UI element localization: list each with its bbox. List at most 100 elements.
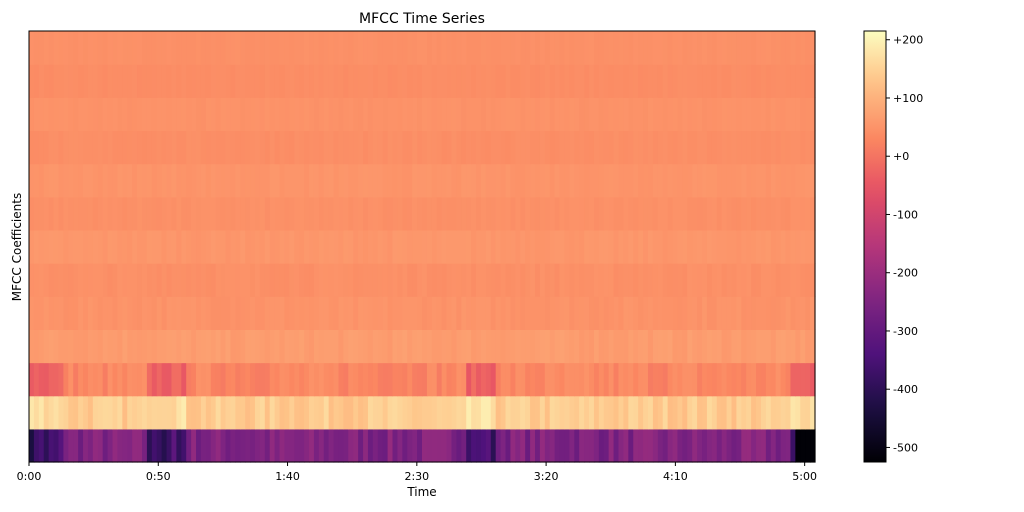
heatmap-cell [736,130,742,165]
heatmap-cell [407,130,413,165]
heatmap-cell [161,263,168,297]
heatmap-cell [43,263,50,297]
heatmap-cell [48,64,55,98]
heatmap-cell [166,31,173,65]
heatmap-cell [181,428,187,463]
heatmap-cell [638,329,644,364]
heatmap-cell [554,296,561,330]
heatmap-cell [544,64,551,98]
heatmap-cell [264,296,271,330]
heatmap-cell [309,229,315,264]
heatmap-cell [417,263,423,297]
heatmap-cell [191,428,197,463]
heatmap-cell [97,196,104,231]
heatmap-cell [520,362,526,397]
heatmap-cell [431,31,438,65]
heatmap-cell [38,428,45,463]
heatmap-cell [220,263,227,297]
heatmap-cell [436,130,443,165]
heatmap-cell [318,428,325,463]
heatmap-cell [402,163,408,198]
heatmap-cell [736,31,742,65]
heatmap-cell [309,196,315,231]
heatmap-cell [451,64,457,98]
heatmap-cell [156,196,163,231]
heatmap-cell [132,97,138,132]
heatmap-cell [78,97,84,132]
heatmap-cell [765,64,772,98]
heatmap-cell [122,428,128,463]
heatmap-cell [461,196,467,231]
heatmap-cell [225,263,232,297]
heatmap-cell [235,163,241,198]
heatmap-cell [63,296,69,330]
heatmap-cell [294,395,300,430]
heatmap-cell [323,329,330,364]
heatmap-cell [436,395,443,430]
heatmap-cell [412,395,418,430]
heatmap-cell [800,229,806,264]
heatmap-cell [353,163,359,198]
heatmap-cell [574,97,580,132]
heatmap-cell [756,64,762,98]
heatmap-cell [692,296,698,330]
heatmap-cell [505,130,512,165]
heatmap-cell [412,362,418,397]
heatmap-cell [48,395,55,430]
heatmap-cell [652,263,659,297]
heatmap-cell [613,296,620,330]
heatmap-cell [692,229,698,264]
heatmap-cell [254,296,261,330]
heatmap-cell [200,64,207,98]
heatmap-cell [117,64,123,98]
heatmap-cell [78,31,84,65]
heatmap-cell [102,229,109,264]
heatmap-cell [412,64,418,98]
heatmap-cell [92,64,99,98]
heatmap-cell [181,263,187,297]
heatmap-cell [63,163,69,198]
heatmap-cell [161,395,168,430]
heatmap-cell [564,64,570,98]
heatmap-cell [485,395,492,430]
heatmap-cell [377,163,384,198]
heatmap-cell [731,263,737,297]
heatmap-cell [205,64,212,98]
heatmap-cell [638,163,644,198]
heatmap-cell [186,97,192,132]
heatmap-cell [33,97,40,132]
heatmap-cell [564,329,570,364]
heatmap-cell [417,329,423,364]
heatmap-cell [181,163,187,198]
heatmap-cell [97,329,104,364]
heatmap-cell [628,97,634,132]
colorbar [863,30,887,463]
heatmap-cell [117,329,123,364]
heatmap-cell [554,395,561,430]
heatmap-cell [677,31,683,65]
heatmap-cell [318,31,325,65]
heatmap-cell [810,263,816,297]
heatmap-cell [161,362,168,397]
heatmap-cell [200,395,207,430]
heatmap-cell [132,428,138,463]
heatmap-cell [48,329,55,364]
heatmap-cell [215,428,222,463]
heatmap-cell [751,196,757,231]
heatmap-cell [73,428,79,463]
heatmap-cell [407,64,413,98]
colorbar-tick-label: +200 [893,34,923,47]
heatmap-cell [485,31,492,65]
heatmap-cell [304,395,310,430]
heatmap-cell [58,196,64,231]
heatmap-cell [539,97,546,132]
heatmap-cell [765,229,772,264]
heatmap-cell [191,31,197,65]
heatmap-cell [92,296,99,330]
heatmap-cell [569,296,575,330]
heatmap-cell [309,296,315,330]
heatmap-cell [702,31,708,65]
x-tick-label: 3:20 [534,470,559,483]
heatmap-cell [269,296,276,330]
heatmap-cell [756,229,762,264]
